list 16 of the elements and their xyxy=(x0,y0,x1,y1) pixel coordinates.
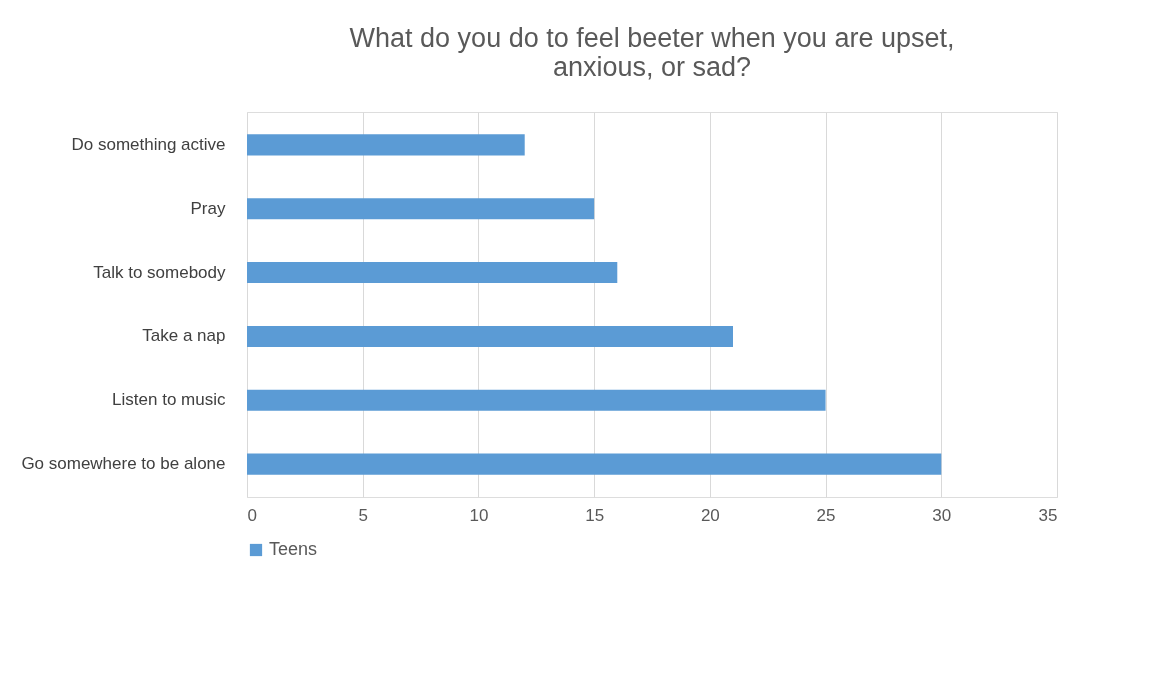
x-tick-label: 15 xyxy=(585,505,605,525)
x-tick-label: 25 xyxy=(816,505,836,525)
y-tick-label: Talk to somebody xyxy=(93,262,226,282)
y-tick-label: Pray xyxy=(190,198,226,218)
x-tick-label: 20 xyxy=(700,505,720,525)
y-tick-label: Take a nap xyxy=(142,326,226,346)
legend-label: Teens xyxy=(269,539,318,559)
y-tick-label: Go somewhere to be alone xyxy=(21,454,226,474)
x-tick-label: 30 xyxy=(932,505,952,525)
y-tick-label: Listen to music xyxy=(112,390,226,410)
x-tick-label: 35 xyxy=(1038,505,1058,525)
x-tick-label: 10 xyxy=(469,505,489,525)
chart-title: What do you do to feel beeter when you are upset, anxious, or sad? xyxy=(349,23,955,82)
x-tick-label: 5 xyxy=(358,505,368,525)
y-tick-label: Do something active xyxy=(71,134,226,154)
x-tick-label: 0 xyxy=(247,505,257,525)
